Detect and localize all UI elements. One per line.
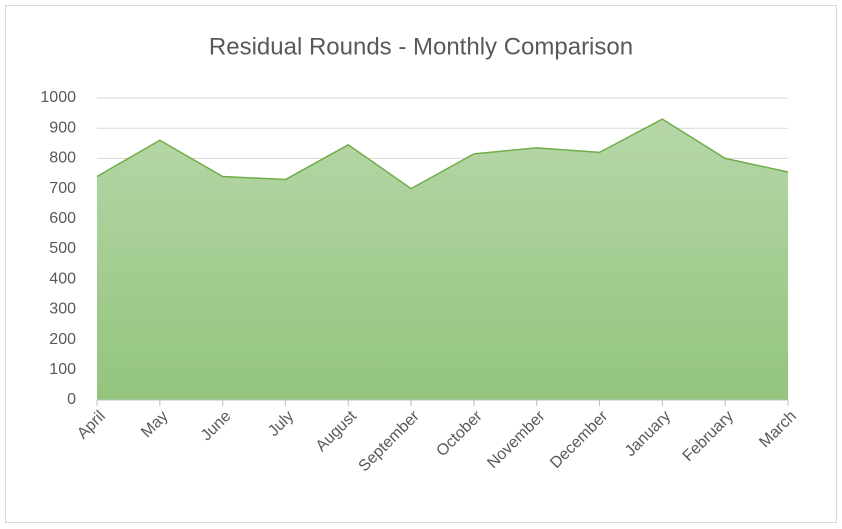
area-fill xyxy=(97,119,788,400)
y-tick-label: 100 xyxy=(49,361,76,378)
y-tick-label: 500 xyxy=(49,240,76,257)
y-tick-label: 400 xyxy=(49,270,76,287)
y-tick-label: 200 xyxy=(49,331,76,348)
y-tick-label: 0 xyxy=(67,391,76,408)
area-line xyxy=(96,118,789,190)
y-tick-label: 600 xyxy=(49,210,76,227)
y-tick-label: 1000 xyxy=(40,89,76,106)
chart-title: Residual Rounds - Monthly Comparison xyxy=(209,33,633,60)
y-tick-label: 700 xyxy=(49,180,76,197)
y-tick-label: 900 xyxy=(49,119,76,136)
y-tick-label: 800 xyxy=(49,150,76,167)
y-tick-label: 300 xyxy=(49,301,76,318)
